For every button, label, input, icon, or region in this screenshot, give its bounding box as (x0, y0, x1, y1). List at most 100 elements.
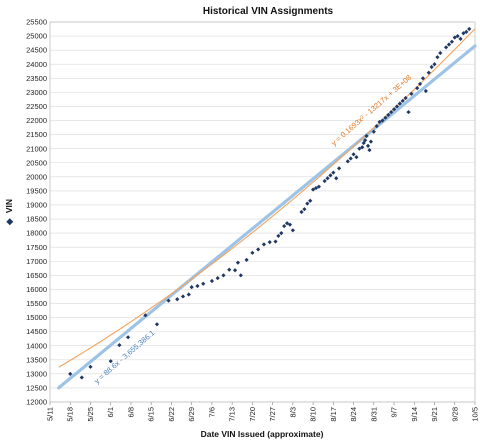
y-axis-marker: ◆ (4, 217, 14, 226)
y-tick-label: 14000 (26, 341, 47, 350)
data-point (221, 273, 226, 278)
x-tick-label: 9/7 (390, 407, 399, 417)
y-tick-label: 12500 (26, 384, 47, 393)
data-point (364, 133, 369, 139)
data-point (455, 33, 460, 39)
data-point (377, 119, 382, 125)
data-point (305, 201, 310, 206)
data-point (371, 129, 376, 134)
data-point (348, 156, 353, 161)
data-point (232, 268, 238, 273)
data-point (435, 55, 440, 60)
data-point (331, 170, 336, 175)
data-point (302, 207, 307, 212)
poly-trend-equation: y = 0.1693x² - 13217x + 3E+08 (329, 73, 413, 147)
data-point (464, 29, 469, 34)
y-tick-label: 19000 (26, 201, 47, 210)
data-point (313, 185, 319, 191)
data-point (175, 297, 180, 302)
data-point (409, 91, 414, 96)
data-point (308, 198, 313, 203)
x-tick-label: 6/22 (167, 407, 176, 422)
data-point (186, 292, 191, 297)
data-point (360, 145, 365, 150)
y-tick-label: 23500 (26, 74, 47, 83)
linear-trend-equation: y = 88.6x - 3,655,386.1 (92, 328, 156, 385)
y-tick-label: 20000 (26, 172, 47, 181)
x-tick-labels: 5/11 5/18 5/25 6/1 6/8 6/15 6/22 6/29 7/6 7/13 7/2… (46, 402, 480, 422)
data-point (267, 240, 272, 245)
data-point (429, 64, 434, 70)
y-tick-label: 18500 (26, 215, 47, 224)
y-tick-label: 12000 (26, 398, 47, 407)
data-point (244, 257, 249, 262)
data-point (389, 109, 394, 115)
data-point (195, 283, 200, 289)
data-point (310, 187, 316, 192)
data-point (415, 86, 420, 91)
data-point (361, 140, 366, 146)
chart-title: Historical VIN Assignments (203, 6, 334, 17)
y-tick-label: 14500 (26, 327, 47, 336)
data-point (432, 62, 437, 67)
data-point (108, 359, 113, 364)
data-points (68, 26, 472, 380)
data-point (446, 42, 452, 47)
y-tick-label: 13000 (26, 369, 47, 378)
linear-trendline (57, 44, 477, 390)
x-tick-label: 8/3 (288, 407, 297, 417)
data-point (403, 95, 408, 101)
x-tick-label: 9/28 (450, 407, 459, 422)
data-point (166, 298, 171, 303)
y-tick-label: 23000 (26, 88, 47, 97)
x-tick-label: 7/27 (268, 407, 277, 422)
data-point (443, 45, 449, 50)
y-tick-label: 17500 (26, 243, 47, 252)
y-tick-label: 22500 (26, 102, 47, 111)
data-point (284, 221, 290, 226)
data-point (238, 273, 243, 278)
data-point (368, 139, 374, 144)
x-tick-label: 10/5 (471, 407, 480, 422)
data-point (337, 166, 342, 171)
data-point (383, 115, 388, 120)
y-tick-label: 13500 (26, 355, 47, 364)
data-point (68, 371, 73, 376)
data-point (380, 118, 385, 123)
x-tick-label: 7/6 (207, 407, 216, 417)
data-point (374, 124, 379, 129)
data-point (256, 247, 261, 252)
x-tick-label: 5/18 (66, 407, 75, 422)
svg-text:◆ VIN: ◆ VIN (4, 199, 14, 226)
data-point (400, 98, 405, 103)
data-point (365, 143, 371, 148)
x-tick-label: 5/25 (86, 407, 95, 422)
data-point (322, 178, 327, 184)
y-axis-label-group: ◆ VIN (4, 199, 14, 226)
x-tick-label: 7/20 (248, 407, 257, 422)
y-tick-label: 15500 (26, 299, 47, 308)
y-tick-label: 17000 (26, 257, 47, 266)
x-tick-label: 8/17 (329, 407, 338, 422)
data-point (420, 76, 426, 81)
data-point (328, 173, 333, 178)
data-point (357, 146, 362, 151)
y-tick-label: 22000 (26, 116, 47, 125)
trendlines (57, 28, 477, 390)
x-tick-label: 6/15 (147, 407, 156, 422)
data-point (325, 176, 330, 181)
data-point (209, 278, 215, 284)
data-point (261, 242, 267, 247)
data-point (423, 88, 428, 94)
data-point (201, 281, 206, 286)
data-point (363, 138, 368, 143)
y-tick-label: 19500 (26, 186, 47, 195)
data-point (316, 184, 321, 189)
data-point (227, 267, 232, 272)
data-point (290, 228, 295, 233)
data-point (276, 233, 281, 239)
data-point (154, 322, 160, 327)
data-point (449, 39, 454, 44)
plot-area-frame (49, 21, 476, 403)
y-tick-labels: 12000 12500 13000 13500 14000 14500 15000 15500… (26, 18, 47, 407)
